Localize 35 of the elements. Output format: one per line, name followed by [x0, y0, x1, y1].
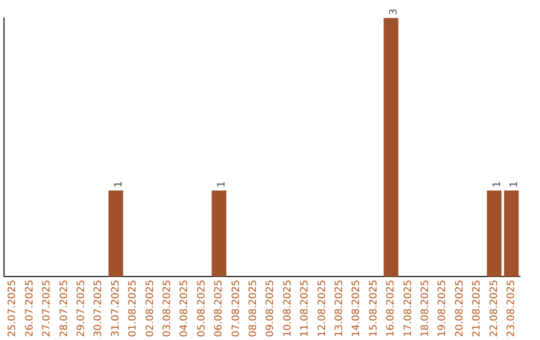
x-tick-label: 31.07.2025	[110, 280, 122, 338]
x-tick-label: 11.08.2025	[300, 280, 311, 338]
x-tick-label: 29.07.2025	[76, 280, 87, 338]
x-tick-label: 21.08.2025	[472, 280, 483, 338]
data-label: 1	[508, 181, 520, 188]
x-tick-label: 14.08.2025	[351, 280, 362, 338]
x-tick-label: 08.08.2025	[248, 280, 259, 338]
data-label: 1	[492, 181, 503, 188]
x-tick-label: 07.08.2025	[230, 280, 242, 338]
x-tick-label: 10.08.2025	[282, 280, 294, 338]
x-tick-label: 18.08.2025	[420, 280, 431, 338]
x-tick-label: 28.07.2025	[58, 280, 70, 338]
x-tick-label: 19.08.2025	[437, 280, 448, 338]
x-tick-label: 09.08.2025	[265, 280, 276, 338]
x-tick-label: 05.08.2025	[196, 280, 208, 338]
x-tick-label: 02.08.2025	[144, 280, 156, 338]
x-tick-label: 25.07.2025	[7, 280, 18, 338]
x-tick-label: 01.08.2025	[128, 280, 139, 338]
x-tick-label: 26.07.2025	[24, 280, 36, 338]
x-tick-label: 17.08.2025	[402, 280, 414, 338]
x-tick-label: 16.08.2025	[386, 280, 397, 338]
data-label: 1	[113, 181, 124, 188]
x-tick-label: 15.08.2025	[368, 280, 380, 338]
x-tick-label: 23.08.2025	[506, 280, 517, 338]
data-label: 1	[216, 181, 228, 188]
x-tick-label: 04.08.2025	[179, 280, 190, 338]
x-tick-label: 12.08.2025	[316, 280, 328, 338]
x-tick-label: 06.08.2025	[214, 280, 225, 338]
x-tick-label: 22.08.2025	[488, 280, 500, 338]
x-tick-label: 27.07.2025	[42, 280, 53, 338]
x-tick-label: 03.08.2025	[162, 280, 173, 338]
x-tick-label: 20.08.2025	[454, 280, 466, 338]
x-tick-label: 30.07.2025	[93, 280, 104, 338]
x-tick-label: 13.08.2025	[334, 280, 345, 338]
data-label: 3	[388, 8, 400, 15]
